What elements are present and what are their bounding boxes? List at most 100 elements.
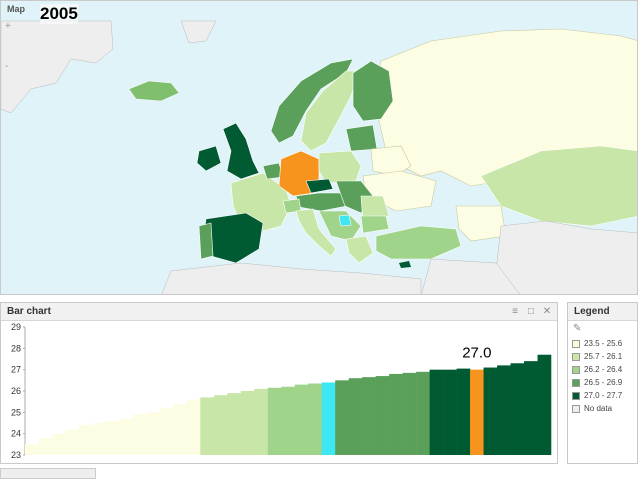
legend-swatch — [572, 365, 580, 374]
bar[interactable] — [105, 420, 120, 455]
bar[interactable] — [119, 418, 134, 455]
bar[interactable] — [470, 369, 484, 455]
bar[interactable] — [389, 373, 403, 455]
bar-chart-title: Bar chart — [7, 306, 51, 317]
bar[interactable] — [524, 361, 538, 455]
bar[interactable] — [92, 423, 107, 455]
bar[interactable] — [294, 384, 309, 455]
bar[interactable] — [146, 412, 161, 455]
y-tick-label: 23 — [11, 450, 21, 460]
zoom-out-button[interactable]: - — [5, 61, 9, 72]
bar[interactable] — [213, 395, 228, 455]
bar[interactable] — [240, 391, 255, 455]
legend-swatch — [572, 404, 580, 413]
region-baltics[interactable] — [345, 124, 378, 152]
legend-label: 26.2 - 26.4 — [584, 365, 623, 374]
bar[interactable] — [227, 393, 242, 455]
region-finland[interactable] — [352, 60, 394, 122]
bar-chart[interactable]: 23 24 25 26 27 28 29 27.0 — [1, 321, 557, 463]
region-middle-east[interactable] — [495, 220, 638, 295]
legend-swatch — [572, 339, 580, 348]
bar[interactable] — [38, 437, 53, 455]
region-levant[interactable] — [421, 258, 521, 295]
bar[interactable] — [159, 408, 174, 455]
region-iceland[interactable] — [128, 80, 180, 102]
menu-icon[interactable]: ≡ — [512, 305, 518, 317]
bar[interactable] — [402, 372, 417, 455]
bar[interactable] — [308, 383, 323, 455]
legend-label: No data — [584, 404, 613, 413]
bar[interactable] — [186, 399, 201, 455]
legend-panel: Legend ✎ 23.5 - 25.6 25.7 - 26.1 26.2 - 26… — [567, 302, 638, 464]
region-portugal[interactable] — [198, 222, 214, 260]
bar[interactable] — [51, 433, 66, 455]
y-tick-label: 28 — [11, 343, 21, 353]
y-tick-label: 27 — [11, 365, 21, 375]
legend-label: 23.5 - 25.6 — [584, 339, 623, 348]
bar[interactable] — [497, 365, 511, 455]
bar[interactable] — [537, 354, 552, 455]
region-turkey[interactable] — [375, 225, 462, 260]
legend-item: 25.7 - 26.1 — [572, 352, 622, 361]
region-kazakhstan[interactable] — [480, 145, 638, 227]
bar[interactable] — [456, 368, 471, 455]
bar[interactable] — [321, 382, 336, 455]
bar[interactable] — [348, 378, 363, 455]
legend-label: 26.5 - 26.9 — [584, 378, 623, 387]
legend-title: Legend — [574, 306, 610, 317]
bar[interactable] — [200, 397, 215, 455]
zoom-in-button[interactable]: + — [5, 21, 11, 32]
bar[interactable] — [416, 371, 430, 455]
map-panel-title: Map — [7, 4, 25, 14]
legend-item: 27.0 - 27.7 — [572, 391, 622, 400]
bar[interactable] — [443, 369, 457, 455]
legend-item: 26.2 - 26.4 — [572, 365, 622, 374]
bar[interactable] — [254, 388, 269, 455]
region-czech[interactable] — [305, 178, 334, 194]
legend-item: 23.5 - 25.6 — [572, 339, 622, 348]
bar[interactable] — [362, 377, 376, 455]
bar[interactable] — [335, 380, 349, 455]
europe-map[interactable] — [1, 1, 638, 295]
region-uk[interactable] — [222, 122, 260, 180]
bar[interactable] — [281, 386, 296, 455]
region-greenland[interactable] — [1, 20, 114, 114]
legend-swatch — [572, 391, 580, 400]
bar[interactable] — [65, 429, 80, 455]
region-north-africa[interactable] — [161, 262, 422, 295]
pencil-icon[interactable]: ✎ — [573, 323, 582, 334]
region-bulgaria[interactable] — [360, 215, 390, 234]
bar[interactable] — [25, 444, 39, 455]
legend-item: No data — [572, 404, 612, 413]
bar[interactable] — [483, 367, 498, 455]
maximize-icon[interactable]: □ — [527, 305, 535, 317]
region-ireland[interactable] — [196, 145, 222, 172]
bar[interactable] — [267, 387, 282, 455]
close-icon[interactable]: ✕ — [542, 305, 552, 317]
bar[interactable] — [132, 414, 147, 455]
legend-swatch — [572, 378, 580, 387]
bar[interactable] — [375, 376, 390, 455]
region-italy[interactable] — [295, 208, 337, 257]
region-cyprus[interactable] — [399, 261, 411, 268]
region-greece[interactable] — [345, 235, 374, 264]
year-label: 2005 — [40, 4, 78, 24]
y-tick-label: 24 — [11, 429, 21, 439]
bottom-panel-strip — [0, 468, 96, 479]
y-tick-label: 25 — [11, 407, 21, 417]
region-caucasus[interactable] — [455, 205, 507, 242]
legend-swatch — [572, 352, 580, 361]
legend-label: 27.0 - 27.7 — [584, 391, 623, 400]
bar[interactable] — [510, 363, 525, 455]
y-tick-label: 29 — [11, 322, 21, 332]
bar-chart-panel: Bar chart ≡ □ ✕ 23 24 25 26 27 28 29 27.0 — [0, 302, 558, 464]
bar[interactable] — [78, 425, 93, 455]
region-svalbard[interactable] — [180, 20, 217, 44]
bar[interactable] — [173, 403, 188, 455]
legend-item: 26.5 - 26.9 — [572, 378, 622, 387]
region-balkans[interactable] — [318, 210, 362, 242]
bar-chart-titlebar: Bar chart ≡ □ ✕ — [1, 303, 557, 321]
region-belarus[interactable] — [370, 145, 412, 177]
region-cyan-highlight[interactable] — [338, 214, 352, 227]
bar[interactable] — [429, 369, 444, 455]
